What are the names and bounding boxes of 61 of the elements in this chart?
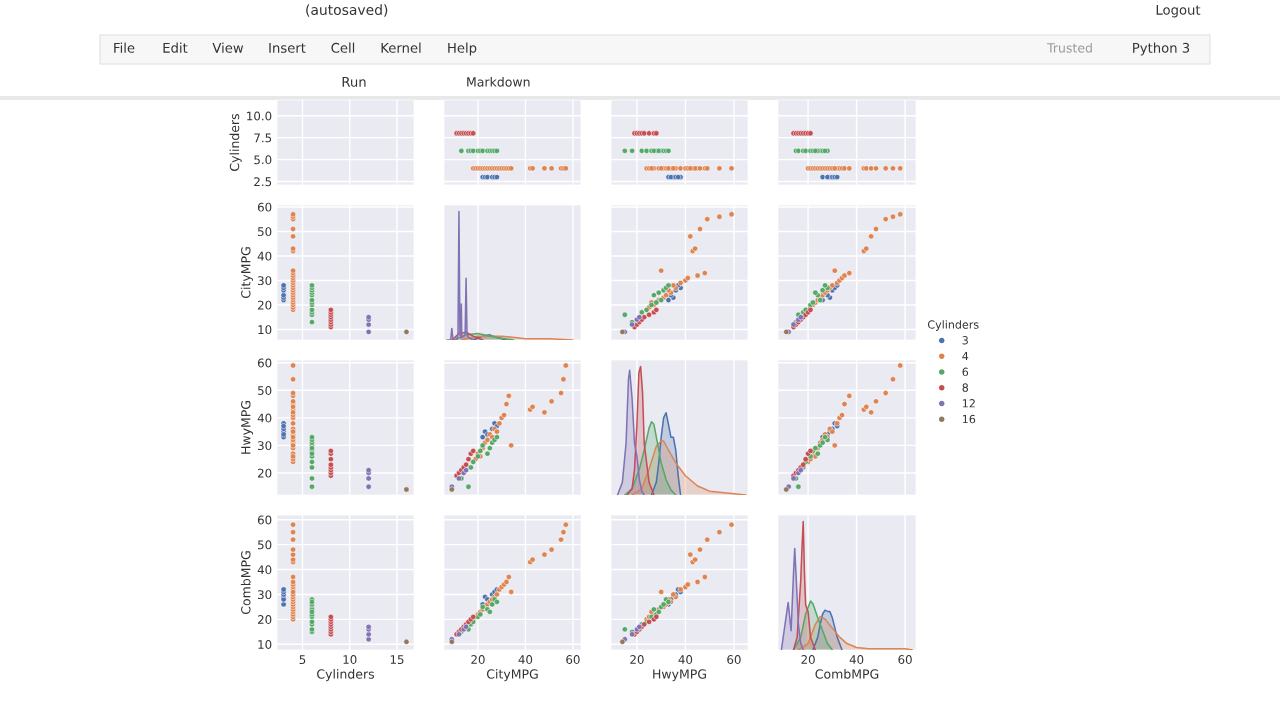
legend-label: 16 bbox=[962, 414, 976, 424]
text: Cell bbox=[331, 42, 355, 53]
x-axis-title: HwyMPG bbox=[653, 669, 706, 682]
text: Trusted bbox=[1047, 42, 1092, 53]
x-tick-label: 40 bbox=[849, 655, 864, 664]
text: Markdown bbox=[467, 76, 530, 87]
y-tick-label: 2.5 bbox=[254, 177, 272, 187]
legend-label: 4 bbox=[962, 351, 969, 361]
x-tick-label: 20 bbox=[630, 655, 644, 664]
y-tick-label: 30 bbox=[258, 590, 272, 600]
legend-title: Cylinders bbox=[927, 320, 979, 331]
x-tick-label: 40 bbox=[678, 655, 693, 664]
y-tick-label: 40 bbox=[257, 413, 272, 423]
y-tick-label: 30 bbox=[258, 276, 272, 286]
x-tick-label: 15 bbox=[390, 655, 404, 664]
x-tick-label: 20 bbox=[471, 655, 485, 664]
x-axis-title: Cylinders bbox=[317, 669, 375, 682]
y-tick-label: 10.0 bbox=[247, 111, 272, 121]
x-axis-title: CombMPG bbox=[815, 669, 879, 679]
legend-label: 3 bbox=[962, 336, 968, 345]
x-tick-label: 60 bbox=[898, 655, 912, 664]
text: Edit bbox=[163, 42, 188, 53]
y-tick-label: 10 bbox=[258, 639, 272, 649]
text: Python 3 bbox=[1133, 42, 1190, 56]
y-tick-label: 5.0 bbox=[254, 155, 272, 165]
x-tick-label: 10 bbox=[343, 655, 357, 664]
y-tick-label: 50 bbox=[258, 386, 272, 395]
y-tick-label: 60 bbox=[257, 515, 272, 525]
text: View bbox=[212, 42, 244, 53]
y-tick-label: 20 bbox=[257, 615, 272, 625]
legend-label: 8 bbox=[962, 383, 969, 392]
y-tick-label: 60 bbox=[257, 202, 272, 212]
y-tick-label: 20 bbox=[257, 300, 272, 310]
y-tick-label: 40 bbox=[257, 565, 272, 575]
y-tick-label: 10 bbox=[258, 325, 272, 335]
text: File bbox=[114, 42, 135, 53]
y-tick-label: 40 bbox=[257, 251, 272, 261]
y-tick-label: 7.5 bbox=[254, 133, 272, 143]
y-tick-label: 30 bbox=[258, 441, 272, 451]
y-tick-label: 50 bbox=[258, 227, 272, 237]
x-tick-label: 40 bbox=[518, 655, 533, 664]
text: Help bbox=[448, 42, 477, 56]
y-tick-label: 20 bbox=[257, 468, 272, 478]
x-axis-title: CityMPG bbox=[486, 669, 538, 682]
x-tick-label: 20 bbox=[801, 655, 815, 664]
x-tick-label: 60 bbox=[727, 655, 741, 664]
text: Kernel bbox=[381, 42, 421, 53]
text: Insert bbox=[269, 43, 306, 53]
y-tick-label: 60 bbox=[257, 358, 272, 368]
y-axis-title: Cylinders bbox=[229, 113, 242, 171]
y-axis-title: HwyMPG bbox=[241, 401, 253, 454]
y-tick-label: 50 bbox=[258, 540, 272, 550]
y-axis-title: CityMPG bbox=[240, 247, 253, 299]
text: Logout bbox=[1156, 5, 1201, 18]
x-tick-label: 60 bbox=[566, 655, 580, 664]
x-tick-label: 5 bbox=[299, 655, 306, 664]
legend-label: 6 bbox=[962, 367, 969, 377]
legend-label: 12 bbox=[962, 399, 975, 408]
text: Run bbox=[342, 77, 366, 87]
text: (autosaved) bbox=[306, 4, 388, 17]
y-axis-title: CombMPG bbox=[240, 551, 251, 615]
